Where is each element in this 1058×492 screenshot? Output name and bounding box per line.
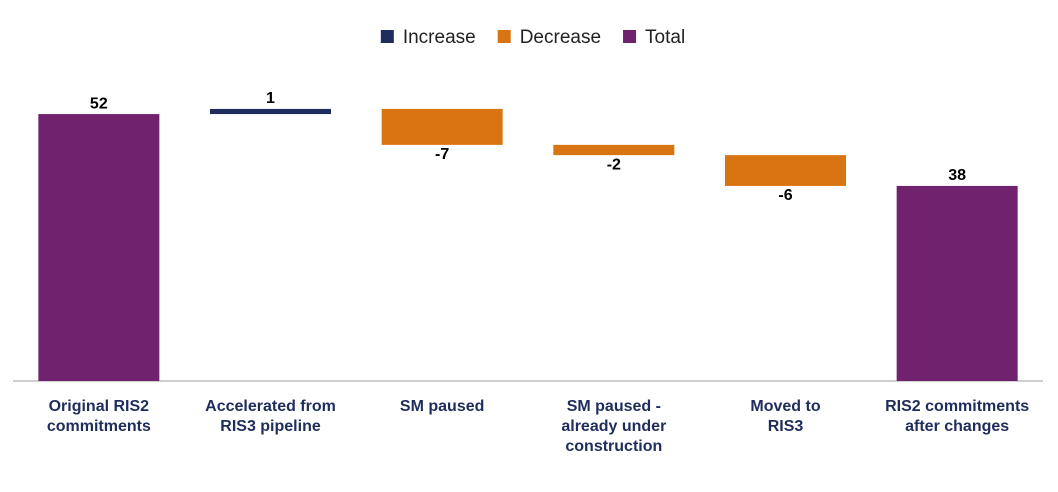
legend-label: Total: [645, 27, 685, 48]
x-tick-label: RIS2 commitments after changes: [885, 398, 1030, 435]
legend-swatch: [380, 30, 394, 43]
value-label: 52: [90, 95, 108, 112]
value-label: -7: [435, 146, 449, 163]
legend-swatch: [497, 30, 511, 43]
bar: [38, 114, 160, 382]
legend-label: Decrease: [520, 27, 601, 48]
bar: [553, 144, 675, 156]
x-tick-label: SM paused - already under construction: [561, 398, 667, 455]
bar: [381, 108, 503, 145]
x-tick-label: Original RIS2 commitments: [46, 398, 151, 435]
x-tick-label: Accelerated from RIS3 pipeline: [205, 398, 336, 435]
bar: [725, 155, 846, 186]
value-label: -2: [607, 156, 621, 173]
bar: [210, 108, 331, 115]
legend-swatch: [623, 30, 637, 43]
x-tick-label: SM paused: [399, 398, 485, 415]
value-label: 38: [948, 167, 966, 184]
value-label: 1: [266, 90, 275, 107]
x-tick-label: Moved to RIS3: [750, 398, 821, 435]
bar: [896, 185, 1018, 381]
value-label: -6: [778, 187, 792, 204]
legend-label: Increase: [403, 27, 476, 48]
